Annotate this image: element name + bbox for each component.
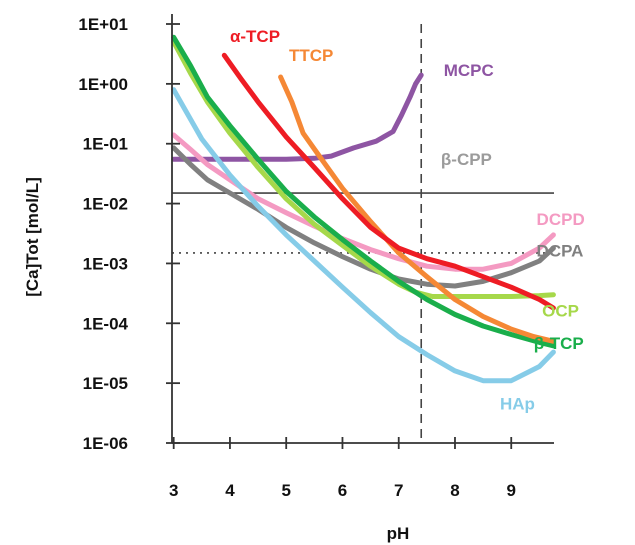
series-lines: [171, 34, 556, 384]
series-line-dcpa: [171, 145, 556, 289]
y-tick-label: 1E-04: [83, 314, 129, 333]
y-tick-label: 1E-03: [83, 254, 128, 273]
axes: [166, 14, 554, 449]
x-tick-label: 7: [394, 481, 403, 500]
series-line-beta-tcp: [171, 34, 556, 349]
x-tick-label: 8: [450, 481, 459, 500]
x-axis-title: pH: [387, 524, 410, 543]
series-label-alpha-tcp: α-TCP: [230, 27, 280, 46]
series-label-dcpa: DCPA: [537, 242, 584, 261]
x-tick-label: 9: [507, 481, 516, 500]
x-tick-label: 3: [169, 481, 178, 500]
series-labels: MCPC α-TCP TTCP β-CPP DCPD DCPA OCP β-TCP HAp: [230, 27, 585, 414]
x-tick-label: 4: [225, 481, 235, 500]
series-label-mcpc: MCPC: [444, 61, 494, 80]
series-label-dcpd: DCPD: [537, 210, 585, 229]
series-line-ttcp: [278, 74, 556, 344]
series-label-ocp: OCP: [542, 301, 579, 320]
series-label-hap: HAp: [500, 395, 535, 414]
x-tick-label: 5: [281, 481, 290, 500]
tick-labels: 1E-06 1E-05 1E-04 1E-03 1E-02 1E-01 1E+00 1E+01…: [78, 15, 516, 500]
y-tick-label: 1E+00: [78, 75, 128, 94]
y-tick-label: 1E-02: [83, 195, 128, 214]
y-tick-label: 1E-01: [83, 135, 128, 154]
series-line-mcpc: [171, 72, 424, 162]
series-line-alpha-tcp: [221, 52, 556, 311]
series-label-beta-cpp: β-CPP: [441, 150, 492, 169]
y-tick-label: 1E+01: [78, 15, 128, 34]
series-line-ocp: [171, 39, 556, 299]
x-tick-label: 6: [338, 481, 347, 500]
series-label-beta-tcp: β-TCP: [534, 334, 584, 353]
y-tick-label: 1E-05: [83, 374, 128, 393]
series-line-hap: [171, 87, 556, 384]
y-axis-title: [Ca]Tot [mol/L]: [23, 177, 42, 297]
series-line-dcpd: [171, 132, 556, 272]
series-label-ttcp: TTCP: [289, 46, 333, 65]
y-tick-label: 1E-06: [83, 434, 128, 453]
